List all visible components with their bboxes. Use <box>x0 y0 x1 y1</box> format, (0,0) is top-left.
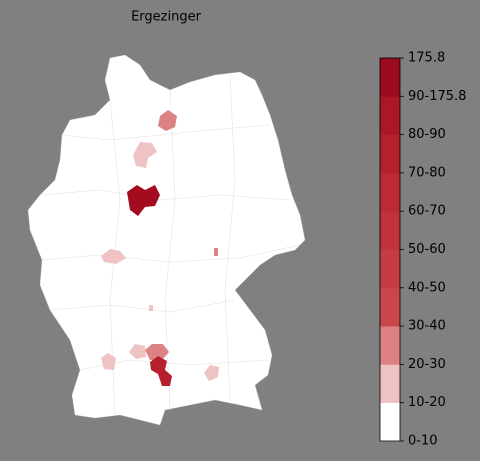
colorbar-segment <box>380 96 400 135</box>
region-hamburg <box>158 110 177 131</box>
colorbar-label: 40-50 <box>408 280 446 295</box>
colorbar-label: 175.8 <box>408 51 445 66</box>
colorbar-label: 70-80 <box>408 165 446 180</box>
colorbar-segment <box>380 58 400 97</box>
colorbar-segment <box>380 211 400 250</box>
colorbar-segment <box>380 364 400 403</box>
colorbar-label: 90-175.8 <box>408 89 466 104</box>
region-south-b <box>145 344 169 360</box>
region-central <box>127 185 160 216</box>
colorbar-segment <box>380 134 400 174</box>
colorbar-label: 80-90 <box>408 127 446 142</box>
region-west <box>101 249 126 264</box>
colorbar-segment <box>380 326 400 365</box>
country-outline <box>27 54 306 426</box>
region-small <box>149 305 153 311</box>
colorbar-label: 50-60 <box>408 242 446 257</box>
colorbar-segment <box>380 402 400 442</box>
colorbar: 0-10 10-20 20-30 30-40 40-50 50-60 60-70 70-80 8… <box>379 51 466 449</box>
colorbar-label: 0-10 <box>408 434 438 449</box>
region-north-a <box>133 142 157 168</box>
colorbar-label: 20-30 <box>408 357 446 372</box>
map-title: Ergezinger <box>131 10 202 25</box>
germany-map <box>27 54 306 426</box>
region-east <box>214 248 218 256</box>
colorbar-segment <box>380 287 400 327</box>
colorbar-segment <box>380 249 400 289</box>
region-south-a <box>129 344 146 359</box>
region-south-c <box>150 356 172 386</box>
colorbar-label: 30-40 <box>408 319 446 334</box>
region-south-e <box>204 365 219 381</box>
colorbar-label: 60-70 <box>408 204 446 219</box>
colorbar-label: 10-20 <box>408 395 446 410</box>
colorbar-segment <box>380 172 400 212</box>
region-south-d <box>101 353 116 370</box>
